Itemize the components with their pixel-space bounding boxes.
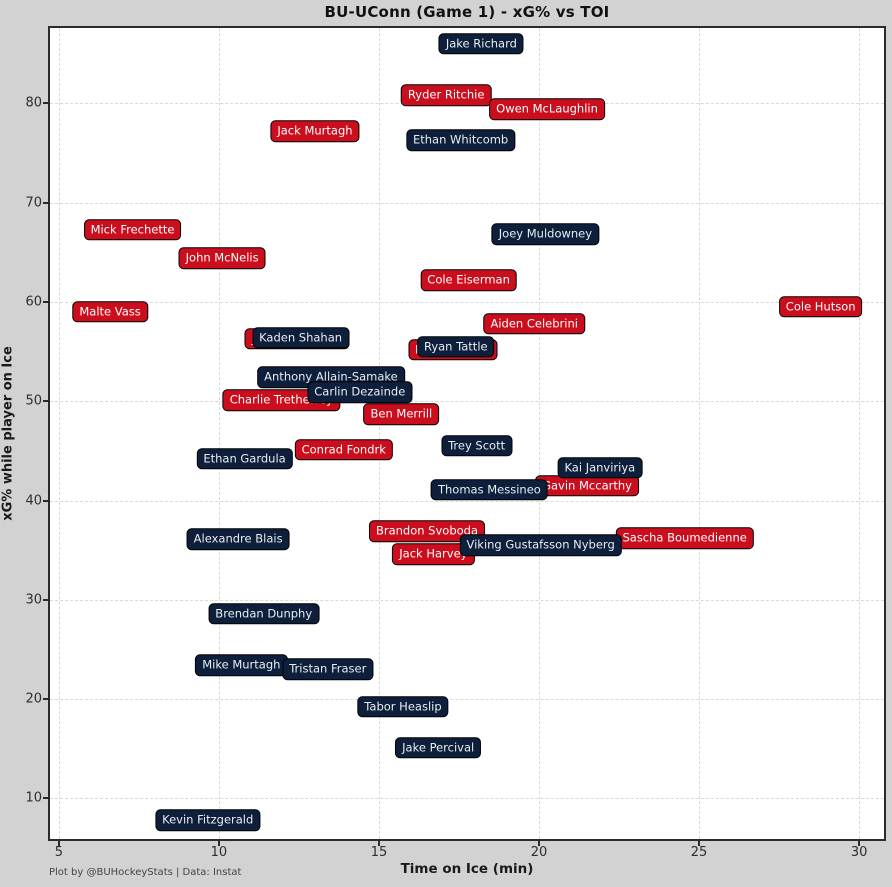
- gridline-horizontal: [50, 401, 884, 403]
- x-tick-label: 10: [210, 845, 228, 860]
- gridline-horizontal: [50, 699, 884, 701]
- x-tick-label: 5: [54, 845, 64, 860]
- x-tick-mark: [217, 841, 220, 846]
- gridline-horizontal: [50, 301, 884, 303]
- y-tick-label: 30: [25, 592, 42, 608]
- gridline-horizontal: [50, 798, 884, 800]
- x-tick-label: 30: [850, 845, 868, 860]
- x-tick-mark: [858, 841, 861, 846]
- x-tick-label: 20: [530, 845, 548, 860]
- y-tick-label: 80: [25, 95, 42, 111]
- gridline-horizontal: [50, 599, 884, 601]
- x-tick-mark: [57, 841, 60, 846]
- y-axis-label: xG% while player on Ice: [0, 346, 16, 521]
- gridline-vertical: [58, 28, 60, 839]
- gridline-vertical: [699, 28, 701, 839]
- x-tick-mark: [538, 841, 541, 846]
- chart-title: BU-UConn (Game 1) - xG% vs TOI: [324, 3, 610, 21]
- gridline-horizontal: [50, 500, 884, 502]
- x-tick-mark: [698, 841, 701, 846]
- gridline-vertical: [539, 28, 541, 839]
- gridline-horizontal: [50, 202, 884, 204]
- gridline-vertical: [218, 28, 220, 839]
- gridline-horizontal: [50, 103, 884, 105]
- y-tick-label: 70: [25, 195, 42, 211]
- x-tick-mark: [377, 841, 380, 846]
- x-axis-label: Time on Ice (min): [400, 861, 534, 877]
- x-tick-label: 15: [370, 845, 388, 860]
- y-tick-label: 10: [25, 790, 42, 806]
- plot-area: [48, 26, 886, 841]
- footer-credit: Plot by @BUHockeyStats | Data: Instat: [49, 867, 242, 878]
- x-tick-label: 25: [690, 845, 708, 860]
- y-tick-label: 20: [25, 691, 42, 707]
- gridline-vertical: [859, 28, 861, 839]
- y-tick-label: 60: [25, 294, 42, 310]
- gridline-vertical: [378, 28, 380, 839]
